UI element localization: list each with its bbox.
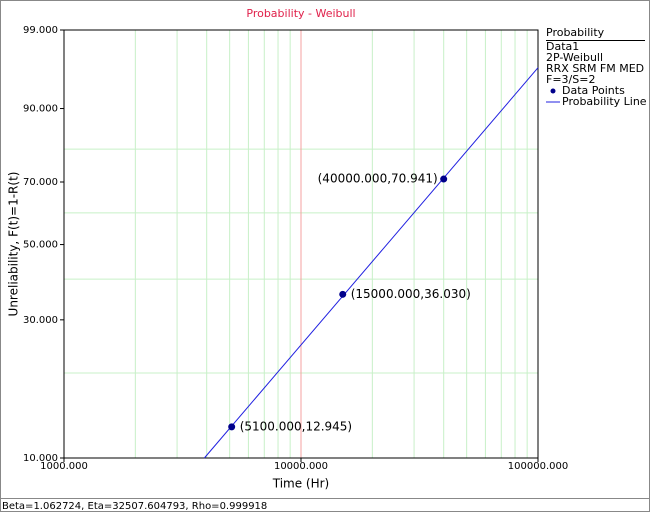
- legend-text: Data1: [546, 40, 579, 53]
- legend-label: Data Points: [562, 84, 625, 97]
- legend-text: F=3/S=2: [546, 73, 595, 86]
- data-label: (5100.000,12.945): [240, 419, 352, 433]
- status-text: Beta=1.062724, Eta=32507.604793, Rho=0.9…: [2, 501, 267, 512]
- legend-marker: [550, 88, 556, 94]
- y-tick-label: 50.000: [23, 240, 58, 251]
- y-tick-label: 10.000: [23, 453, 58, 464]
- data-label: (40000.000,70.941): [318, 172, 438, 186]
- probability-line: [203, 67, 539, 459]
- y-tick-label: 70.000: [23, 177, 58, 188]
- x-tick-label: 100000.000: [508, 461, 568, 472]
- plot-border: [63, 29, 539, 459]
- x-tick-label: 1000.000: [40, 461, 88, 472]
- y-tick-label: 99.000: [23, 25, 58, 36]
- legend-title: Probability: [546, 26, 605, 39]
- data-point: [228, 423, 236, 431]
- chart-title: Probability - Weibull: [246, 7, 355, 20]
- legend-text: RRX SRM FM MED: [546, 62, 644, 75]
- legend-text: 2P-Weibull: [546, 51, 603, 64]
- y-axis-label: Unreliability, F(t)=1-R(t): [7, 172, 21, 317]
- data-label: (15000.000,36.030): [351, 287, 471, 301]
- data-point: [440, 175, 448, 183]
- x-tick-label: 10000.000: [274, 461, 328, 472]
- x-axis-label: Time (Hr): [272, 477, 330, 491]
- data-point: [339, 290, 347, 298]
- legend-label: Probability Line: [562, 95, 647, 108]
- y-tick-label: 90.000: [23, 104, 58, 115]
- y-tick-label: 30.000: [23, 315, 58, 326]
